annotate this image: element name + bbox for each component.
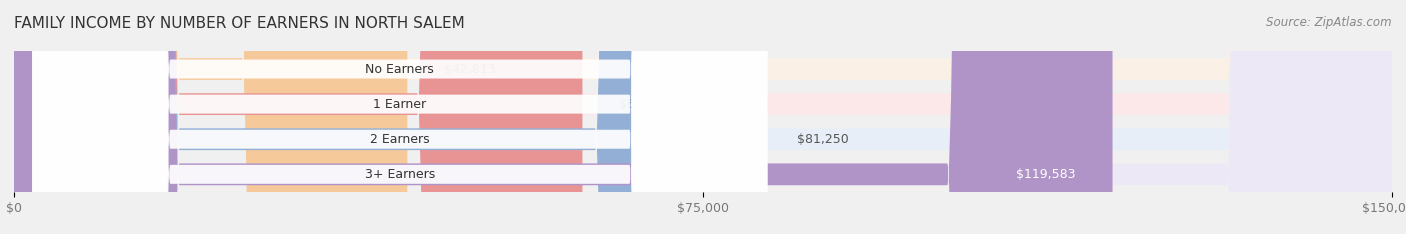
FancyBboxPatch shape <box>14 0 408 234</box>
FancyBboxPatch shape <box>32 0 768 234</box>
Text: $81,250: $81,250 <box>797 133 849 146</box>
Text: $61,875: $61,875 <box>619 98 671 111</box>
FancyBboxPatch shape <box>32 0 768 234</box>
FancyBboxPatch shape <box>14 0 1112 234</box>
FancyBboxPatch shape <box>14 0 582 234</box>
Text: $119,583: $119,583 <box>1017 168 1076 181</box>
FancyBboxPatch shape <box>14 0 761 234</box>
Text: 3+ Earners: 3+ Earners <box>364 168 434 181</box>
FancyBboxPatch shape <box>32 0 768 234</box>
Text: 1 Earner: 1 Earner <box>374 98 426 111</box>
Text: 2 Earners: 2 Earners <box>370 133 430 146</box>
FancyBboxPatch shape <box>14 0 1392 234</box>
Text: $42,813: $42,813 <box>444 62 495 76</box>
FancyBboxPatch shape <box>14 0 1392 234</box>
FancyBboxPatch shape <box>14 0 1392 234</box>
FancyBboxPatch shape <box>14 0 1392 234</box>
Text: No Earners: No Earners <box>366 62 434 76</box>
FancyBboxPatch shape <box>32 0 768 234</box>
Text: FAMILY INCOME BY NUMBER OF EARNERS IN NORTH SALEM: FAMILY INCOME BY NUMBER OF EARNERS IN NO… <box>14 16 465 31</box>
Text: Source: ZipAtlas.com: Source: ZipAtlas.com <box>1267 16 1392 29</box>
